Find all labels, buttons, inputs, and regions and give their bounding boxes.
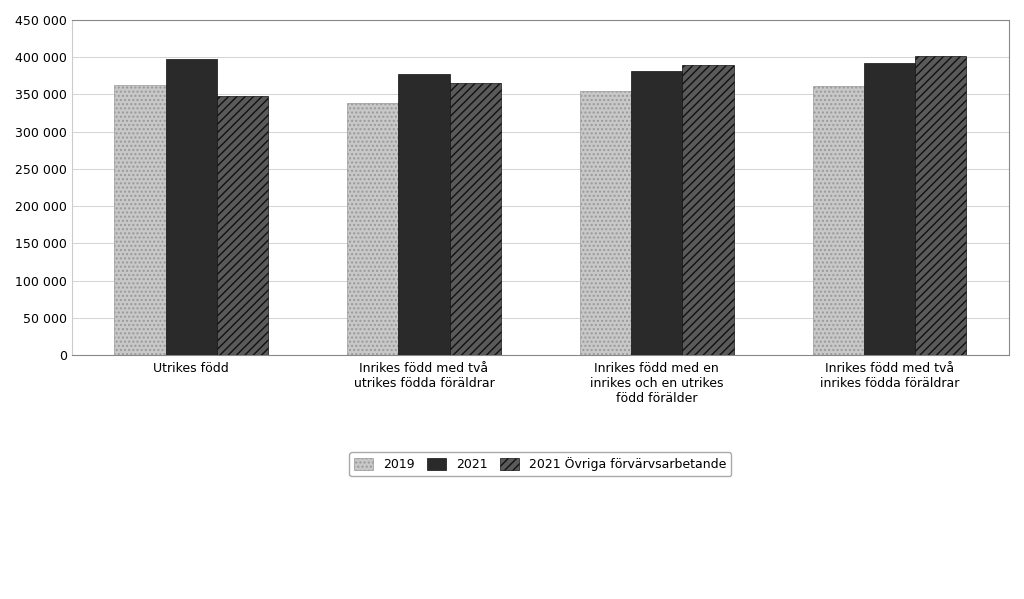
Bar: [398, 74, 450, 355]
Bar: [166, 59, 217, 355]
Bar: [864, 63, 915, 355]
Bar: [631, 71, 682, 355]
Bar: [580, 90, 631, 355]
Bar: [115, 85, 166, 355]
Bar: [813, 86, 864, 355]
Bar: [450, 83, 501, 355]
Bar: [347, 104, 398, 355]
Legend: 2019, 2021, 2021 Övriga förvärvsarbetande: 2019, 2021, 2021 Övriga förvärvsarbetand…: [349, 452, 731, 476]
Bar: [682, 65, 733, 355]
Bar: [915, 56, 967, 355]
Bar: [217, 96, 268, 355]
